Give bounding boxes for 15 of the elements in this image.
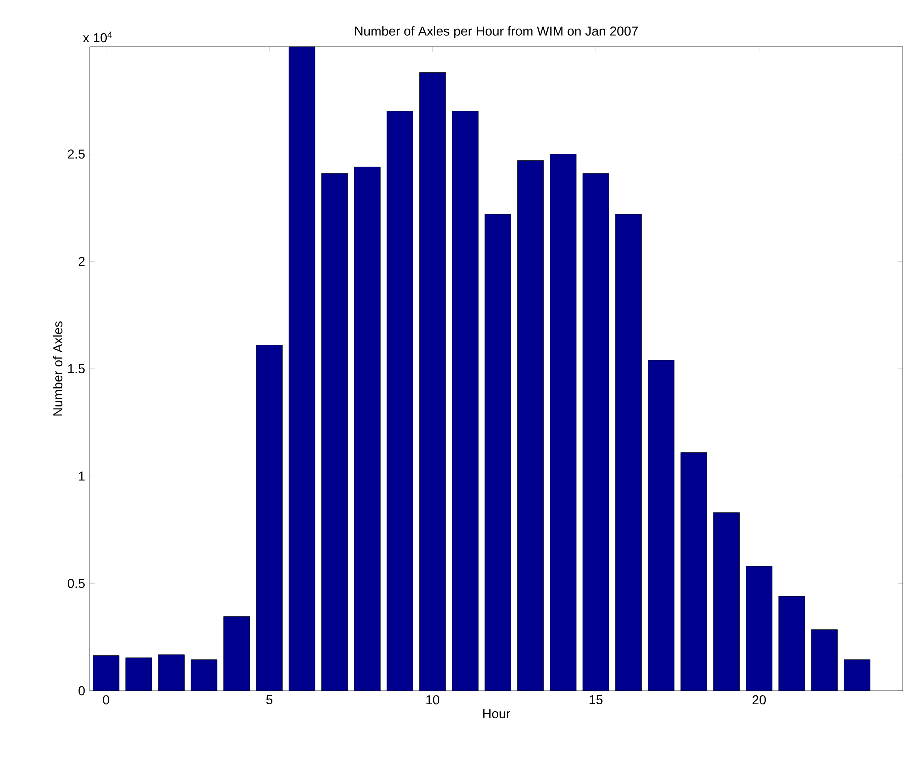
y-axis-title: Number of Axles [53, 322, 63, 416]
y-tick-label: 2 [78, 257, 85, 266]
x-tick-label: 5 [266, 696, 273, 705]
x-tick-label: 20 [752, 696, 766, 705]
y-tick-label: 2.5 [68, 150, 85, 159]
x-tick-label: 15 [590, 696, 603, 705]
x-tick-label: 10 [426, 696, 440, 705]
y-tick-label: 1 [79, 472, 85, 481]
y-tick-label: 0.5 [68, 579, 85, 588]
y-tick-label: 0 [78, 686, 85, 696]
chart-title: Number of Axles per Hour from WIM on Jan 2007 [355, 26, 638, 38]
text: x 10$^{4}$ [83, 32, 112, 43]
x-tick-label: 0 [103, 696, 110, 705]
y-tick-label: 1.5 [68, 364, 85, 374]
x-axis-title: Hour [484, 710, 510, 719]
